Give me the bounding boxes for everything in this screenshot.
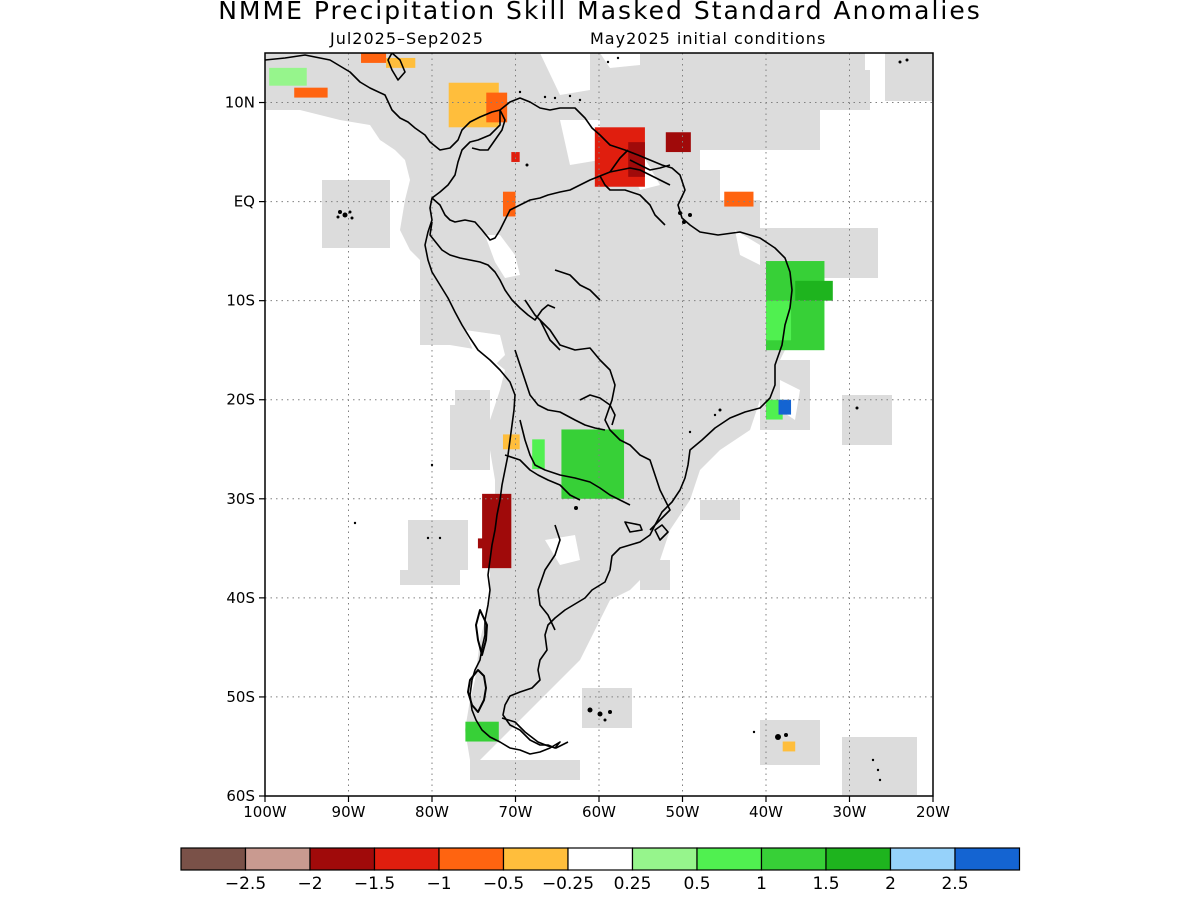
colorbar-box — [954, 847, 1021, 871]
lon-tick-label: 30W — [833, 803, 867, 821]
colorbar-label: 1 — [756, 874, 767, 894]
colorbar-box — [180, 847, 247, 871]
lat-tick-label: EQ — [234, 193, 255, 211]
grid-lines — [265, 53, 933, 796]
anomaly-patch-central-america-n — [361, 53, 387, 63]
colorbar-label: 2.5 — [941, 874, 968, 894]
colorbar-label: −0.25 — [542, 874, 594, 894]
lat-tick-label: 20S — [226, 391, 255, 409]
lon-tick-label: 70W — [499, 803, 533, 821]
lat-tick-label: 10N — [225, 94, 255, 112]
colorbar-label: 0.25 — [614, 874, 652, 894]
colorbar-label: 0.5 — [683, 874, 710, 894]
anomaly-patch-amapa-coast — [724, 191, 754, 207]
lat-tick-label: 40S — [226, 589, 255, 607]
colorbar-box — [889, 847, 956, 871]
colorbar-labels: −2.5 −2 −1.5 −1 −0.5 −0.25 0.25 0.5 1 1.5 2 2.5 — [225, 874, 969, 894]
colorbar: −2.5 −2 −1.5 −1 −0.5 −0.25 0.25 0.5 1 1.5 2 2.5 — [180, 847, 1021, 894]
colorbar-label: 1.5 — [812, 874, 839, 894]
lon-tick-label: 50W — [666, 803, 700, 821]
anomaly-layer — [269, 53, 833, 752]
anomaly-patch-chile-central — [482, 493, 512, 569]
forecast-period: Jul2025–Sep2025 — [330, 29, 484, 48]
colorbar-box — [825, 847, 892, 871]
colorbar-label: −2.5 — [225, 874, 266, 894]
anomaly-patch-french-guiana — [665, 132, 691, 153]
colorbar-box — [373, 847, 440, 871]
colorbar-box — [244, 847, 311, 871]
axes: 100W 90W 80W 70W 60W 50W 40W 30W 20W 10N EQ 10S 20S 3… — [225, 94, 950, 821]
colorbar-label: −1.5 — [354, 874, 395, 894]
anomaly-patch-argentina-nw — [532, 439, 545, 470]
colorbar-box — [631, 847, 698, 871]
anomaly-patch-ecuador — [502, 191, 516, 217]
anomaly-patch-central-america-pac — [294, 87, 328, 98]
colorbar-label: −1 — [426, 874, 451, 894]
lat-tick-label: 10S — [226, 292, 255, 310]
colorbar-label: −0.5 — [483, 874, 524, 894]
colorbar-box — [760, 847, 827, 871]
lat-tick-label: 60S — [226, 787, 255, 805]
lon-tick-label: 90W — [332, 803, 366, 821]
lon-tick-label: 40W — [749, 803, 783, 821]
lon-tick-label: 20W — [916, 803, 950, 821]
colorbar-box — [696, 847, 763, 871]
anomaly-patch-brazil-se-b — [778, 399, 792, 415]
islands — [336, 56, 909, 782]
lon-tick-label: 60W — [582, 803, 616, 821]
anomaly-patch-brazil-ne3 — [766, 300, 792, 341]
colorbar-box — [567, 847, 634, 871]
lon-tick-label: 100W — [243, 803, 287, 821]
lat-tick-label: 30S — [226, 490, 255, 508]
anomaly-patch-south-georgia — [782, 741, 796, 752]
anomaly-patch-caribbean-w — [269, 67, 307, 86]
map-title: NMME Precipitation Skill Masked Standard… — [218, 0, 982, 25]
colorbar-label: 2 — [885, 874, 896, 894]
anomaly-patch-chile-central2 — [477, 538, 499, 549]
lat-tick-label: 50S — [226, 688, 255, 706]
colorbar-boxes — [180, 847, 1021, 871]
initial-conditions: May2025 initial conditions — [590, 29, 827, 48]
colorbar-box — [309, 847, 376, 871]
colorbar-label: −2 — [297, 874, 322, 894]
colorbar-box — [438, 847, 505, 871]
coastlines — [265, 53, 793, 755]
colorbar-box — [502, 847, 569, 871]
anomaly-patch-brazil-ne2 — [795, 280, 833, 301]
anomaly-patch-paraguay-argentina — [561, 429, 625, 499]
anomaly-patch-colombia-e — [511, 152, 520, 162]
lon-tick-label: 80W — [415, 803, 449, 821]
anomaly-patch-chile-n — [502, 434, 520, 450]
